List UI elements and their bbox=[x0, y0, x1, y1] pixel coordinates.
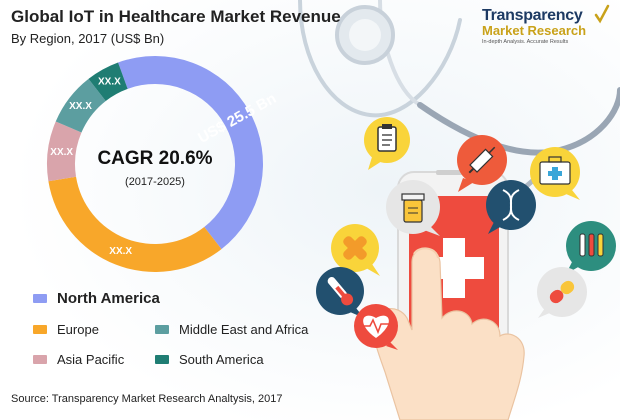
legend-label: Asia Pacific bbox=[57, 352, 125, 367]
pill-bottle-icon bbox=[386, 180, 440, 236]
legend-label: South America bbox=[179, 352, 264, 367]
donut-slice-asia-pacific bbox=[46, 121, 82, 182]
slice-value-label: XX.X bbox=[109, 246, 132, 257]
injection-icon bbox=[457, 135, 507, 192]
source-note: Source: Transparency Market Research Ana… bbox=[11, 393, 283, 405]
first-aid-kit-icon bbox=[530, 147, 580, 200]
legend-item-north-america: North America bbox=[33, 290, 160, 307]
slice-value-label: XX.X bbox=[69, 101, 92, 112]
slice-value-label: XX.X bbox=[50, 147, 73, 158]
donut-slice-south-america bbox=[88, 62, 128, 101]
chart-title: Global IoT in Healthcare Market Revenue bbox=[11, 7, 341, 26]
legend-item-middle-east-and-africa: Middle East and Africa bbox=[155, 322, 308, 337]
donut-slice-middle-east-and-africa bbox=[55, 78, 106, 133]
capsule-icon bbox=[537, 267, 587, 318]
brand-subname: Market Research bbox=[482, 23, 587, 38]
legend-item-asia-pacific: Asia Pacific bbox=[33, 352, 124, 367]
legend-swatch bbox=[155, 355, 169, 364]
brand-tagline: In-depth Analysis. Accurate Results bbox=[482, 39, 569, 45]
cagr-label: CAGR 20.6% bbox=[97, 148, 213, 169]
brand-name: Transparency bbox=[482, 7, 583, 24]
donut-slice-north-america bbox=[118, 56, 263, 250]
chart-subtitle: By Region, 2017 (US$ Bn) bbox=[11, 31, 165, 46]
legend-swatch bbox=[33, 325, 47, 334]
legend-item-europe: Europe bbox=[33, 322, 99, 337]
heartbeat-icon bbox=[354, 304, 398, 350]
legend-swatch bbox=[155, 325, 169, 334]
cagr-period: (2017-2025) bbox=[125, 176, 185, 188]
dna-icon bbox=[486, 180, 536, 234]
donut-slice-europe bbox=[48, 176, 222, 272]
legend-label: North America bbox=[57, 290, 160, 307]
legend-swatch bbox=[33, 294, 47, 303]
slice-value-label: XX.X bbox=[98, 76, 121, 87]
legend-label: Middle East and Africa bbox=[179, 322, 309, 337]
legend-label: Europe bbox=[57, 322, 99, 337]
bandage-icon bbox=[331, 224, 380, 276]
checkmark-icon bbox=[594, 4, 610, 24]
test-tubes-icon bbox=[566, 221, 616, 274]
legend-item-south-america: South America bbox=[155, 352, 264, 367]
clipboard-icon bbox=[364, 117, 410, 170]
legend-swatch bbox=[33, 355, 47, 364]
brand-logo: Transparency Market Research In-depth An… bbox=[482, 4, 612, 45]
